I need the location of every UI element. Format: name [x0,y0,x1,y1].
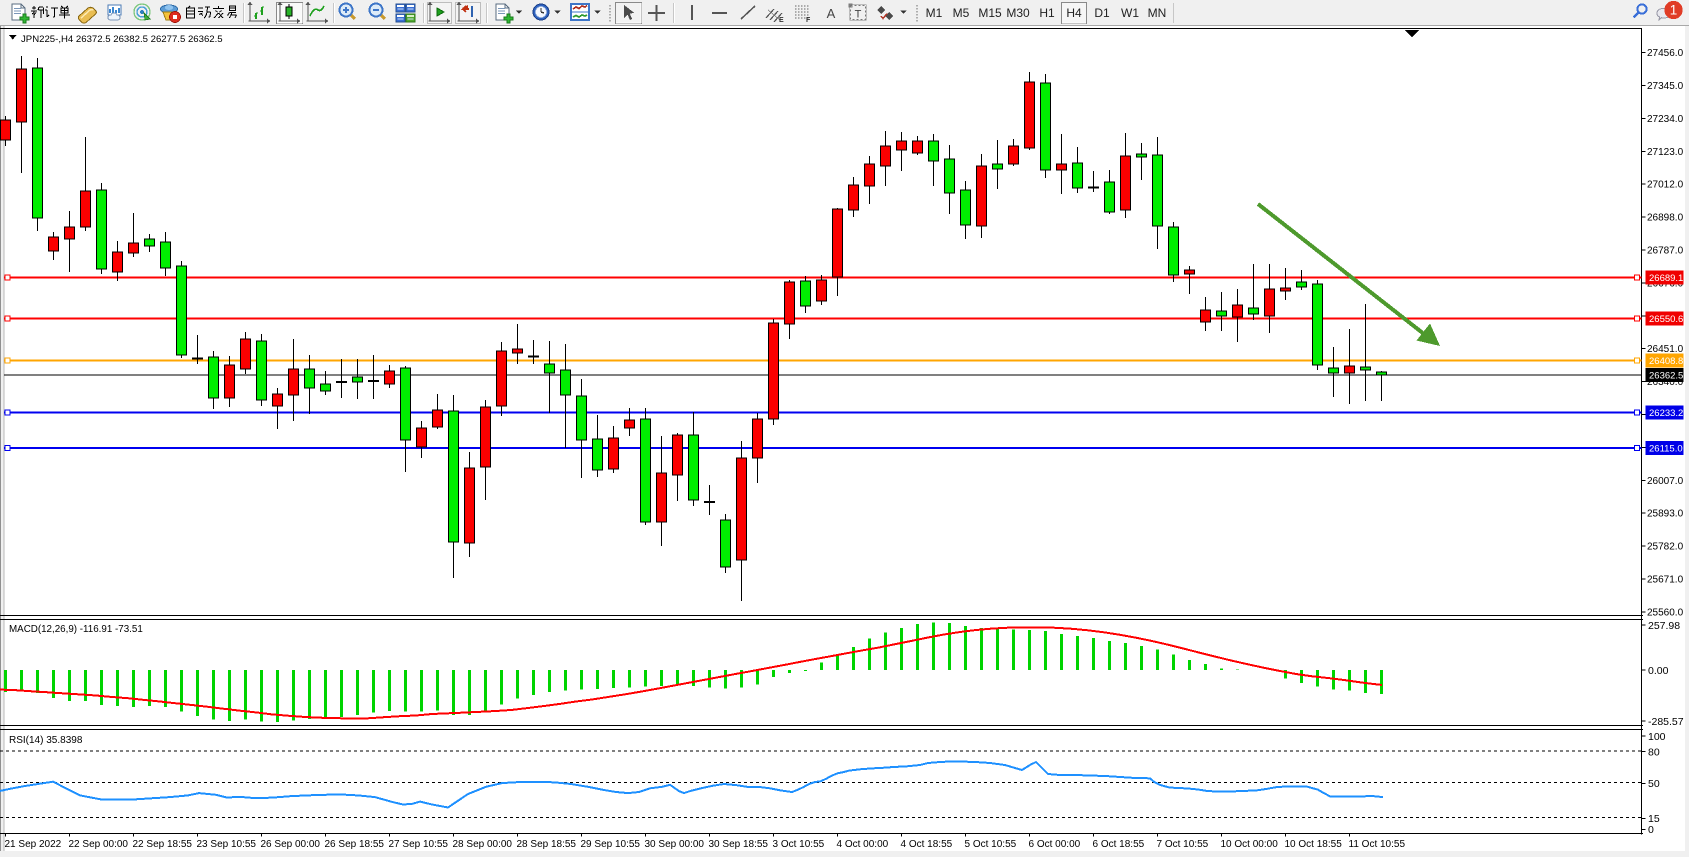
svg-text:27345.0: 27345.0 [1647,81,1684,92]
svg-text:80: 80 [1648,747,1660,759]
svg-text:23 Sep 10:55: 23 Sep 10:55 [197,839,257,850]
svg-text:29 Sep 10:55: 29 Sep 10:55 [581,839,641,850]
svg-text:26689.1: 26689.1 [1649,273,1683,284]
svg-text:22 Sep 00:00: 22 Sep 00:00 [69,839,129,850]
svg-text:50: 50 [1648,778,1660,790]
svg-text:0.00: 0.00 [1648,665,1669,677]
svg-text:26408.8: 26408.8 [1649,356,1683,367]
svg-text:W1: W1 [1121,6,1139,20]
svg-text:1: 1 [1670,3,1678,18]
svg-text:10 Oct 00:00: 10 Oct 00:00 [1221,839,1279,850]
svg-text:100: 100 [1648,731,1666,743]
svg-text:6 Oct 18:55: 6 Oct 18:55 [1093,839,1145,850]
svg-text:27456.0: 27456.0 [1647,48,1684,59]
svg-text:27012.0: 27012.0 [1647,180,1684,191]
svg-text:4 Oct 18:55: 4 Oct 18:55 [901,839,953,850]
svg-text:30 Sep 18:55: 30 Sep 18:55 [709,839,769,850]
svg-text:257.98: 257.98 [1648,620,1680,632]
svg-text:M5: M5 [953,6,970,20]
svg-text:RSI(14) 35.8398: RSI(14) 35.8398 [9,735,83,746]
svg-text:7 Oct 10:55: 7 Oct 10:55 [1157,839,1209,850]
svg-text:26 Sep 18:55: 26 Sep 18:55 [325,839,385,850]
svg-text:T: T [855,9,862,21]
svg-text:15: 15 [1648,813,1660,825]
svg-text:5 Oct 10:55: 5 Oct 10:55 [965,839,1017,850]
svg-text:-285.57: -285.57 [1648,716,1684,728]
svg-text:26898.0: 26898.0 [1647,213,1684,224]
svg-text:M15: M15 [978,6,1002,20]
svg-text:27123.0: 27123.0 [1647,147,1684,158]
svg-text:30 Sep 00:00: 30 Sep 00:00 [645,839,705,850]
svg-text:M30: M30 [1006,6,1030,20]
svg-text:25893.0: 25893.0 [1647,509,1684,520]
svg-text:10 Oct 18:55: 10 Oct 18:55 [1285,839,1343,850]
svg-text:26787.0: 26787.0 [1647,246,1684,257]
svg-text:26550.6: 26550.6 [1649,314,1683,325]
svg-text:E: E [779,17,784,24]
svg-text:M1: M1 [926,6,943,20]
svg-text:3 Oct 10:55: 3 Oct 10:55 [773,839,825,850]
svg-text:11 Oct 10:55: 11 Oct 10:55 [1349,839,1406,850]
svg-text:26362.5: 26362.5 [1649,371,1683,382]
svg-text:26007.0: 26007.0 [1647,476,1684,487]
svg-text:21 Sep 2022: 21 Sep 2022 [5,839,62,850]
svg-text:28 Sep 00:00: 28 Sep 00:00 [453,839,513,850]
svg-text:26340.0: 26340.0 [1647,377,1684,388]
svg-text:27 Sep 10:55: 27 Sep 10:55 [389,839,449,850]
svg-text:22 Sep 18:55: 22 Sep 18:55 [133,839,193,850]
svg-text:26233.2: 26233.2 [1649,408,1683,419]
svg-text:F: F [806,17,811,24]
svg-text:27234.0: 27234.0 [1647,114,1684,125]
svg-text:26451.0: 26451.0 [1647,344,1684,355]
svg-text:4 Oct 00:00: 4 Oct 00:00 [837,839,889,850]
svg-text:H4: H4 [1066,6,1082,20]
svg-text:25671.0: 25671.0 [1647,575,1684,586]
svg-text:25782.0: 25782.0 [1647,542,1684,553]
svg-text:28 Sep 18:55: 28 Sep 18:55 [517,839,577,850]
svg-text:25560.0: 25560.0 [1647,607,1684,618]
svg-text:0: 0 [1648,824,1654,836]
svg-text:JPN225-,H4 26372.5 26382.5 26: JPN225-,H4 26372.5 26382.5 26277.5 26362… [21,34,223,45]
svg-text:D1: D1 [1094,6,1110,20]
svg-text:H1: H1 [1039,6,1055,20]
svg-text:26 Sep 00:00: 26 Sep 00:00 [261,839,321,850]
svg-text:MACD(12,26,9) -116.91 -73.51: MACD(12,26,9) -116.91 -73.51 [9,624,143,635]
svg-text:26115.0: 26115.0 [1649,444,1683,455]
svg-text:A: A [827,6,836,21]
svg-text:MN: MN [1148,6,1167,20]
svg-text:6 Oct 00:00: 6 Oct 00:00 [1029,839,1081,850]
